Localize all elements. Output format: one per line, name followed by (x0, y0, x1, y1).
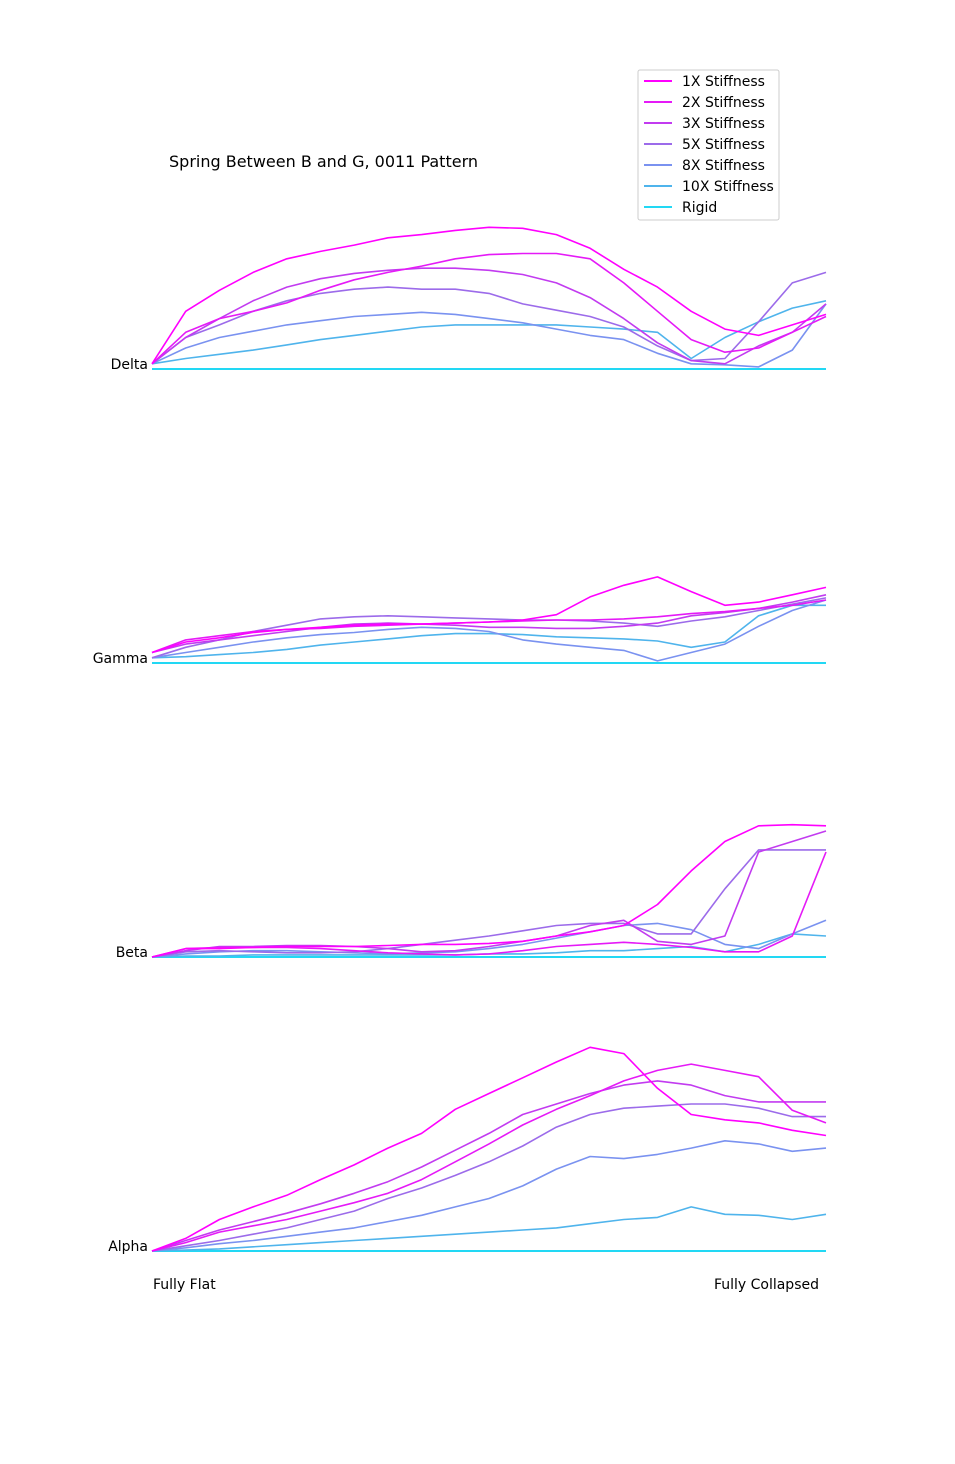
panel-label: Alpha (108, 1239, 148, 1255)
series-line-10x-stiffness (151, 604, 826, 659)
series-line-8x-stiffness (151, 1140, 827, 1252)
panel-label: Gamma (93, 651, 148, 667)
series-line-10x-stiffness (151, 1206, 827, 1252)
series-line-2x-stiffness (151, 252, 827, 365)
series-line-5x-stiffness (151, 1103, 826, 1252)
series-line-1x-stiffness (151, 226, 827, 365)
legend: 1X Stiffness 2X Stiffness 3X Stiffness 5X S… (637, 69, 780, 221)
panel-gamma: Gamma (93, 576, 827, 667)
series-line-10x-stiffness (151, 300, 827, 365)
series-line-3x-stiffness (151, 830, 827, 958)
legend-label: 8X Stiffness (682, 158, 765, 174)
legend-label: 1X Stiffness (682, 74, 765, 90)
legend-box (637, 69, 780, 221)
panel-alpha: Alpha (108, 1046, 827, 1255)
series-line-3x-stiffness (151, 594, 827, 654)
series-line-1x-stiffness (151, 576, 827, 654)
x-end-label: Fully Collapsed (714, 1277, 819, 1293)
panel-delta: Delta (111, 226, 827, 373)
legend-label: 10X Stiffness (682, 179, 774, 195)
series-line-3x-stiffness (151, 267, 827, 365)
legend-label: 5X Stiffness (682, 137, 765, 153)
series-line-2x-stiffness (151, 1063, 827, 1252)
legend-label: 2X Stiffness (682, 95, 765, 111)
legend-label: 3X Stiffness (682, 116, 765, 132)
chart-panels: Delta Gamma Beta Alpha (93, 226, 827, 1255)
series-line-8x-stiffness (151, 599, 827, 662)
series-line-1x-stiffness (151, 1046, 827, 1252)
chart-title: Spring Between B and G, 0011 Pattern (169, 152, 478, 171)
panel-label: Delta (111, 357, 148, 373)
series-line-5x-stiffness (151, 597, 827, 659)
legend-label: Rigid (682, 200, 717, 216)
panel-beta: Beta (116, 823, 827, 961)
panel-label: Beta (116, 945, 148, 961)
series-line-1x-stiffness (151, 823, 827, 958)
series-line-3x-stiffness (151, 1080, 826, 1252)
series-line-5x-stiffness (151, 849, 826, 958)
x-start-label: Fully Flat (153, 1277, 216, 1293)
series-line-8x-stiffness (151, 303, 827, 368)
series-line-2x-stiffness (151, 851, 827, 958)
